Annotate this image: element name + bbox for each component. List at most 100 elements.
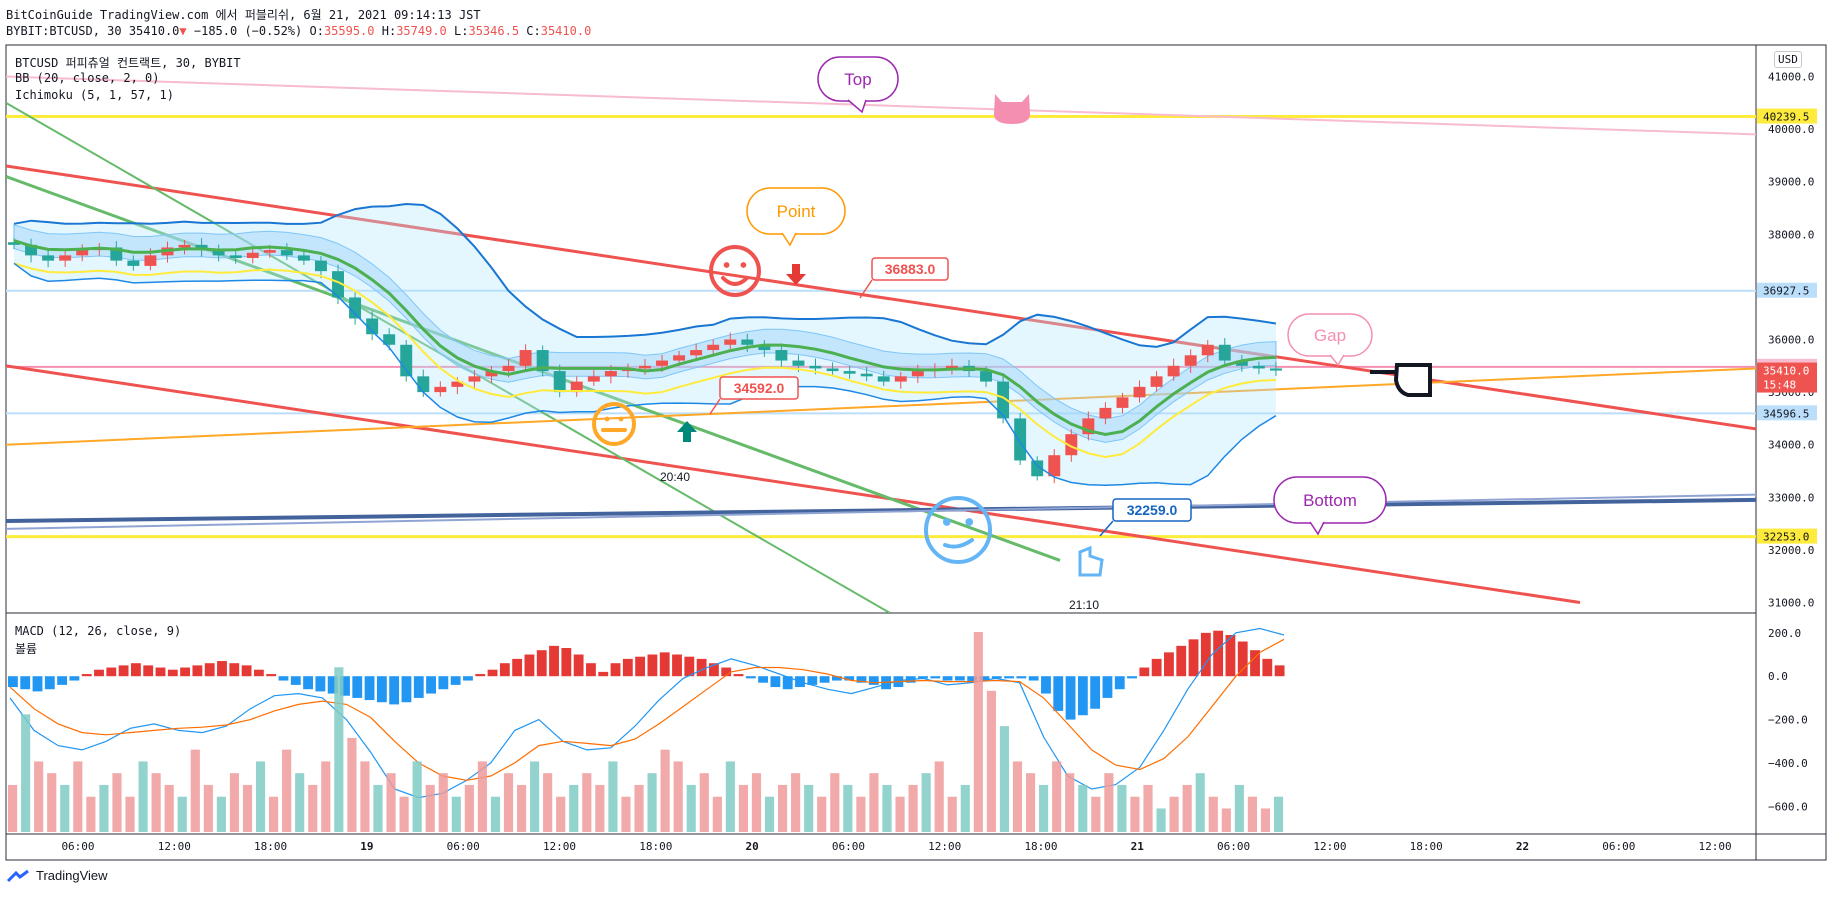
candle [809, 365, 822, 369]
neutral-face-icon-eye-left [604, 416, 610, 422]
macd-bar [143, 665, 154, 677]
candle [570, 381, 583, 393]
volume-bar [386, 773, 396, 832]
volume-bar [490, 796, 501, 832]
price-tick-label: 36000.0 [1768, 334, 1814, 347]
low-b-label-pointer [1099, 520, 1114, 537]
volume-bar [451, 796, 461, 832]
volume-bar [986, 690, 996, 832]
volume-bar [1247, 796, 1257, 832]
ohlc-bar: BYBIT:BTCUSD, 30 35410.0▼ −185.0 (−0.52%… [6, 24, 591, 38]
trendline-green-1 [6, 101, 891, 613]
macd-bar [241, 665, 252, 677]
time-tick-label: 18:00 [639, 840, 672, 853]
price-axis[interactable]: 41000.040000.039000.038000.037000.036000… [1757, 71, 1817, 814]
candle [843, 371, 856, 374]
candle [76, 250, 89, 256]
footer-logo[interactable]: TradingView [6, 868, 108, 883]
trendline-orange [6, 367, 1756, 446]
legend-bb[interactable]: BB (20, close, 2, 0) [15, 71, 160, 85]
macd-bar [561, 648, 572, 677]
macd-bar [352, 676, 363, 698]
candle [673, 355, 686, 361]
volume-bar [125, 796, 135, 832]
volume-bar [595, 784, 605, 832]
macd-bar [1213, 630, 1224, 677]
volume-bar [255, 761, 266, 832]
signal-line [9, 638, 1285, 781]
bb-lower [13, 262, 1277, 487]
candle [1116, 397, 1129, 408]
candle [775, 350, 788, 361]
macd-bar [1028, 676, 1039, 681]
legend-macd[interactable]: MACD (12, 26, close, 9) [15, 624, 182, 638]
volume-bar [712, 796, 722, 832]
macd-bar [991, 676, 1002, 679]
macd-bar [290, 676, 301, 685]
cat-icon [994, 94, 1030, 124]
volume-bar [1052, 761, 1062, 832]
trendline-red-lower [6, 364, 1581, 604]
macd-bar [1053, 676, 1064, 711]
candle [587, 376, 600, 382]
macd-bar [438, 676, 449, 690]
volume-bar [778, 784, 788, 832]
volume-bar [738, 784, 748, 832]
macd-bar [733, 674, 744, 677]
candle [1235, 360, 1248, 366]
volume-bar [543, 773, 553, 832]
drawing-layer [6, 75, 1756, 613]
time-axis[interactable]: 06:00 12:00 18:00 19 06:00 12:00 18:00 20 06:00 1… [61, 840, 1731, 853]
macd-bar [1250, 650, 1260, 677]
candle [178, 244, 191, 248]
candle [980, 371, 993, 382]
macd-bar [204, 663, 215, 677]
time-tick-label: 18:00 [254, 840, 287, 853]
currency-button[interactable]: USD [1774, 51, 1802, 68]
low-b-label-box [1112, 498, 1192, 522]
smiley-face-icon-eye-right [740, 262, 747, 268]
macd-bar [758, 676, 769, 683]
trendline-red-upper [6, 164, 1756, 431]
candle [826, 368, 839, 372]
bottom-callout-tail [1309, 521, 1325, 536]
candle [59, 255, 72, 261]
time-tick-label: 06:00 [1602, 840, 1635, 853]
arrow-down-icon [786, 264, 806, 285]
candle [349, 297, 362, 319]
macd-bar [1200, 632, 1211, 677]
volume-bar [86, 796, 96, 832]
candle [792, 360, 805, 366]
price-label-text: 36927.5 [1763, 285, 1809, 298]
macd-tick-label: −200.0 [1768, 714, 1808, 727]
candle [246, 252, 259, 258]
macd-bar [401, 676, 412, 703]
volume-bar [1025, 773, 1036, 832]
macd-bar [1176, 645, 1187, 677]
volume-bar [751, 773, 762, 832]
legend-main[interactable]: BTCUSD 퍼피츄얼 컨트랙트, 30, BYBIT [15, 56, 241, 70]
time-tick-label: 12:00 [158, 840, 191, 853]
macd-bar [598, 671, 609, 677]
macd-bar [979, 676, 990, 681]
volume-bar [177, 796, 187, 832]
high-label-pointer [859, 279, 873, 299]
gap-callout-tail [1329, 354, 1345, 367]
macd-bar [844, 676, 855, 681]
legend-ichimoku[interactable]: Ichimoku (5, 1, 57, 1) [15, 88, 174, 102]
time-tick-label: 18:00 [1024, 840, 1057, 853]
volume-bar [804, 784, 814, 832]
legend-volume[interactable]: 볼륨 [15, 642, 38, 656]
bb-upper [13, 202, 1277, 348]
macd-bar [1090, 676, 1101, 709]
candle [1218, 344, 1231, 361]
macd-bar [413, 676, 424, 698]
candle [1048, 455, 1061, 477]
macd-bar [167, 669, 178, 677]
tenkan-line [13, 262, 1276, 459]
bb-fill [14, 204, 1276, 486]
volume-bar [647, 773, 657, 832]
volume-bar [699, 773, 709, 832]
candle [127, 260, 140, 266]
